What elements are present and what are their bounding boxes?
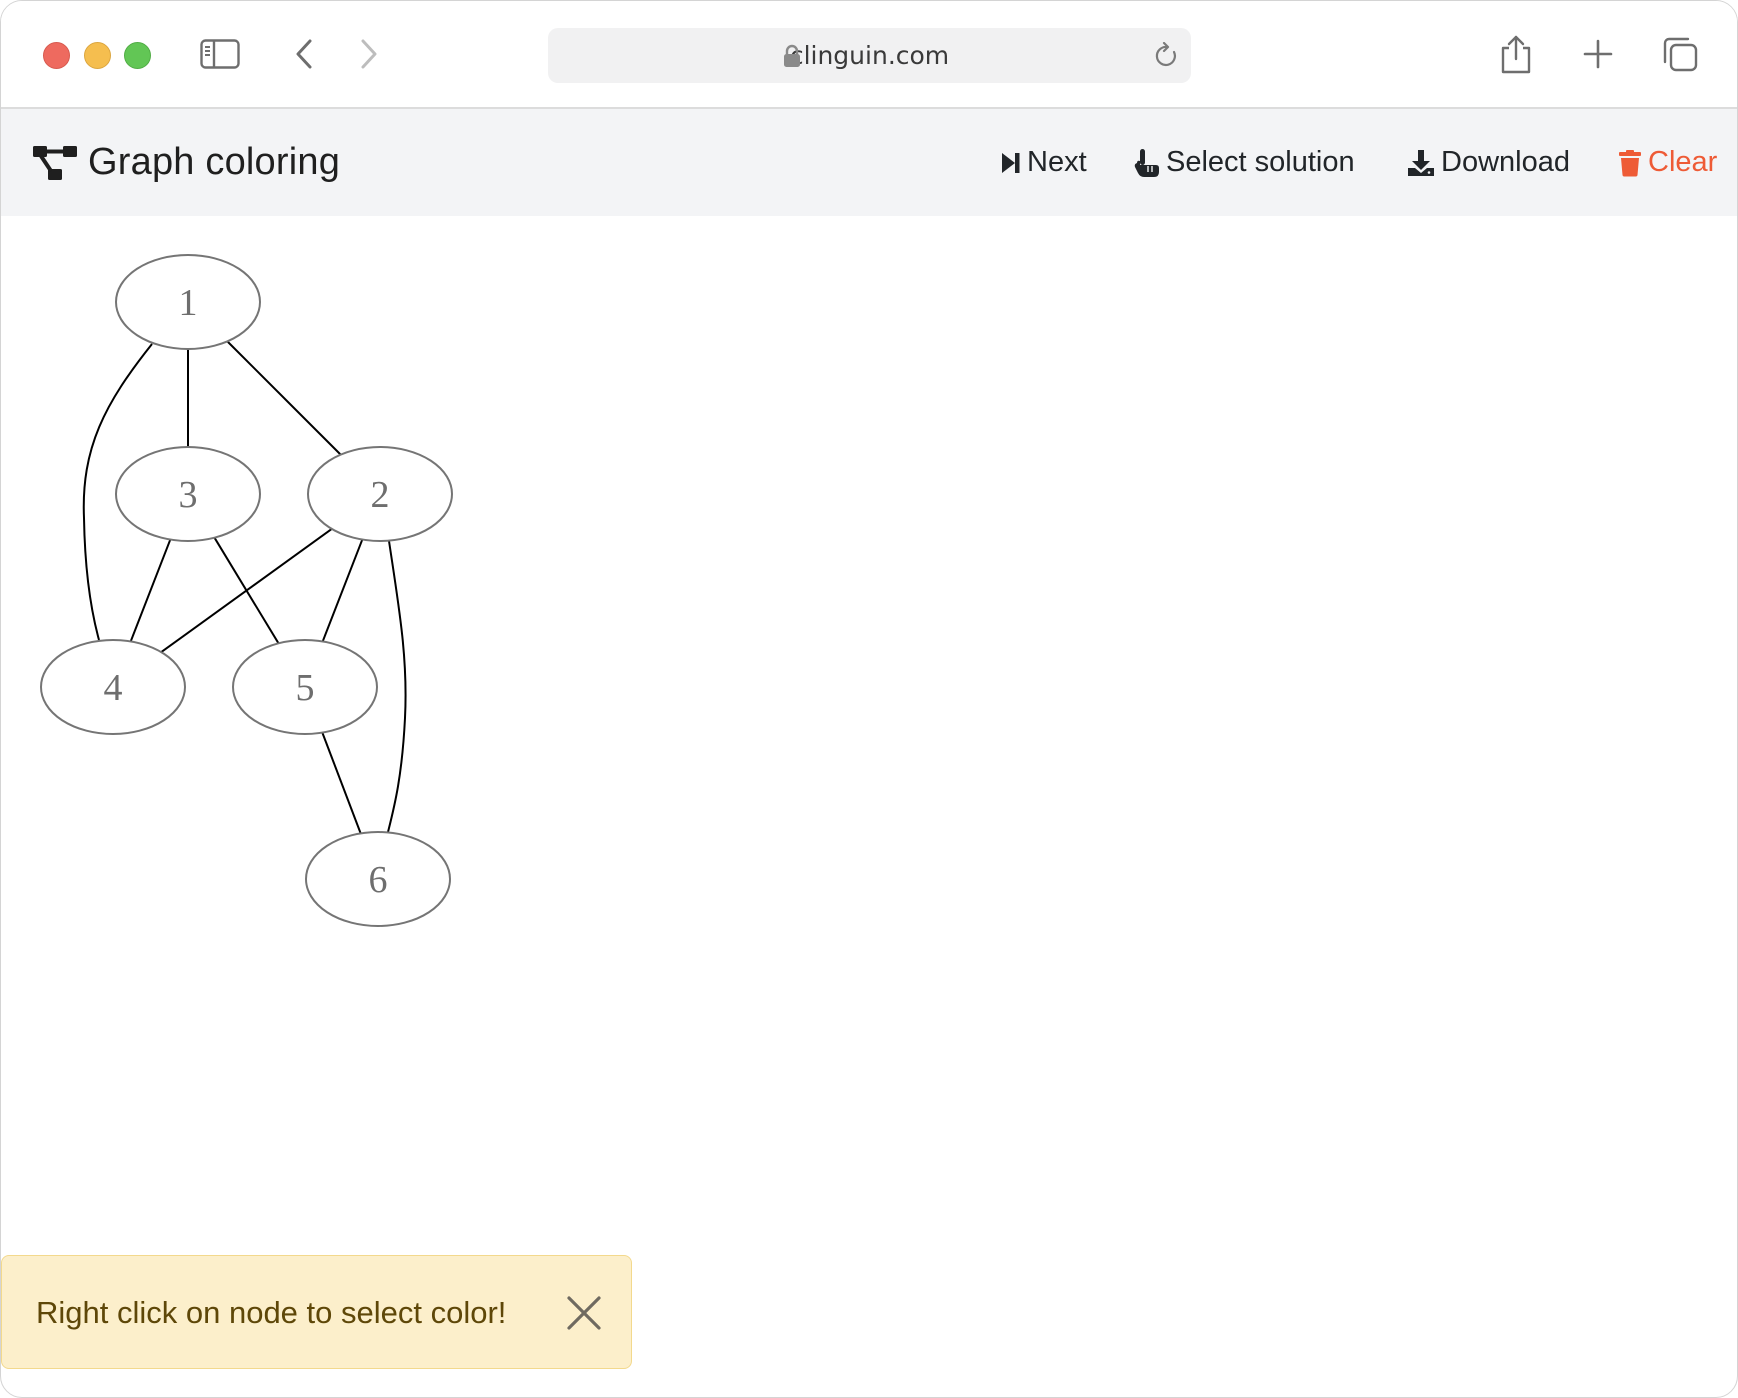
brand: Graph coloring [32, 109, 340, 216]
forward-step-icon [1001, 152, 1021, 174]
page-title: Graph coloring [88, 141, 341, 183]
graph-node-label: 6 [369, 859, 388, 901]
url-text: clinguin.com [789, 41, 950, 70]
edges [82, 340, 407, 834]
app-navbar: Graph coloring Next Select solution Down… [1, 109, 1737, 216]
next-button-label: Next [1027, 146, 1087, 178]
share-icon[interactable] [1493, 31, 1539, 77]
graph-edge-5-6 [321, 732, 362, 834]
reload-icon[interactable] [1154, 42, 1180, 70]
graph-edge-2-6 [387, 540, 407, 833]
graph-node-2[interactable]: 2 [307, 446, 453, 542]
download-label: Download [1441, 146, 1570, 178]
pointing-hand-icon [1134, 148, 1160, 178]
browser-toolbar: clinguin.com [1, 1, 1737, 109]
graph-edge-2-4 [160, 528, 333, 653]
forward-arrow-icon[interactable] [346, 31, 392, 77]
clear-button[interactable]: Clear [1618, 109, 1717, 216]
graph-edge-3-4 [129, 539, 172, 642]
graph-edge-1-2 [226, 340, 342, 456]
graph-edge-1-4 [82, 343, 153, 641]
clear-label: Clear [1648, 146, 1718, 178]
graph-node-shape [305, 831, 451, 927]
graph-node-6[interactable]: 6 [305, 831, 451, 927]
select-solution-button[interactable]: Select solution [1134, 109, 1355, 216]
close-toast-button[interactable] [564, 1293, 604, 1333]
graph-node-shape [115, 254, 261, 350]
graph-node-shape [307, 446, 453, 542]
address-bar[interactable]: clinguin.com [548, 28, 1191, 83]
graph-svg: 1 2 3 4 5 6 [40, 254, 453, 927]
close-icon [567, 1296, 601, 1330]
download-icon [1407, 149, 1435, 177]
graph-node-shape [232, 639, 378, 735]
diagram-project-icon [33, 145, 77, 180]
graph-node-label: 3 [179, 474, 198, 516]
graph-node-label: 4 [104, 667, 123, 709]
graph-node-3[interactable]: 3 [115, 446, 261, 542]
graph-edge-2-5 [321, 539, 364, 642]
graph-node-label: 2 [371, 474, 390, 516]
graph-node-label: 1 [179, 282, 198, 324]
close-window-button[interactable] [43, 42, 70, 69]
graph-node-shape [40, 639, 186, 735]
new-tab-plus-icon[interactable] [1575, 31, 1621, 77]
sidebar-toggle-icon[interactable] [197, 31, 243, 77]
graph-node-label: 5 [296, 667, 315, 709]
graph-node-shape [115, 446, 261, 542]
graph-node-4[interactable]: 4 [40, 639, 186, 735]
graph-node-5[interactable]: 5 [232, 639, 378, 735]
minimize-window-button[interactable] [84, 42, 111, 69]
select-solution-label: Select solution [1166, 146, 1355, 178]
back-arrow-icon[interactable] [281, 31, 327, 77]
tab-overview-icon[interactable] [1657, 31, 1703, 77]
download-button[interactable]: Download [1407, 109, 1570, 216]
zoom-window-button[interactable] [124, 42, 151, 69]
lock-icon [784, 44, 800, 67]
graph-node-1[interactable]: 1 [115, 254, 261, 350]
trash-icon [1618, 149, 1642, 177]
next-button[interactable]: Next [1001, 109, 1087, 216]
hint-toast: Right click on node to select color! [1, 1255, 632, 1369]
toast-message: Right click on node to select color! [36, 1295, 507, 1330]
graph-canvas: 1 2 3 4 5 6 [1, 218, 1737, 1218]
